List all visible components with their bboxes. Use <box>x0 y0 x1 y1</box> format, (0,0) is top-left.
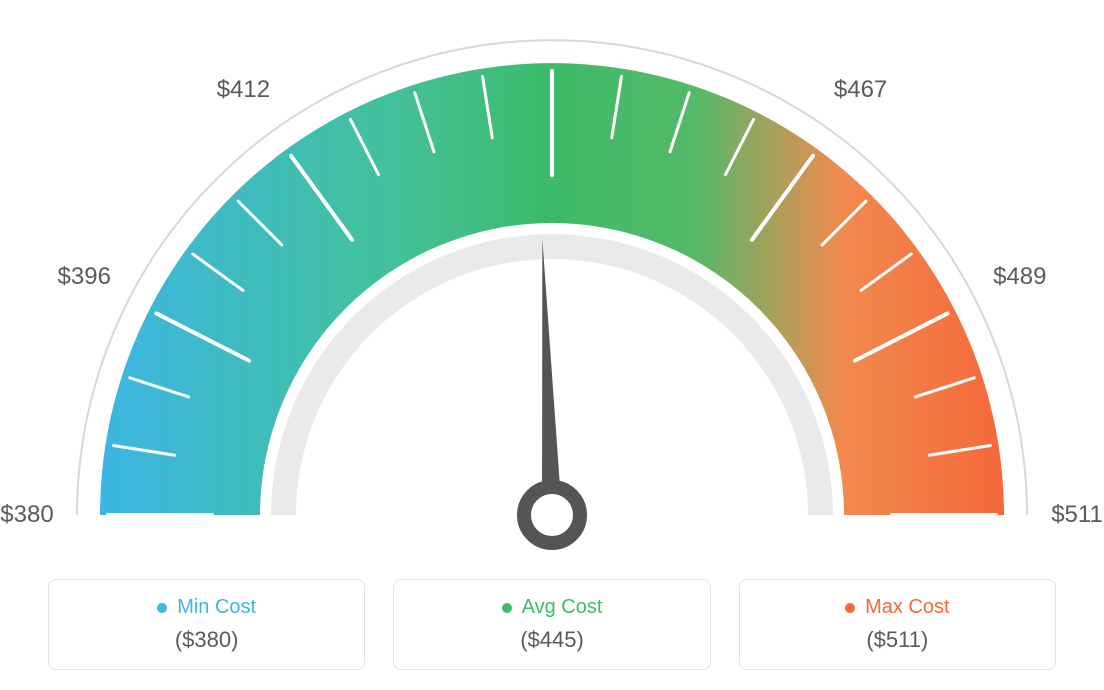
legend-dot-min <box>157 603 167 613</box>
legend-label-min: Min Cost <box>177 596 256 619</box>
gauge-svg <box>0 0 1104 560</box>
legend-dot-max <box>845 603 855 613</box>
legend-label-avg: Avg Cost <box>522 596 603 619</box>
legend-title-max: Max Cost <box>845 596 949 619</box>
gauge-area: $380 $396 $412 $445 $467 $489 $511 <box>0 0 1104 560</box>
legend-card-avg: Avg Cost ($445) <box>393 579 710 670</box>
gauge-tick-label: $489 <box>993 263 1046 291</box>
gauge-tick-label: $396 <box>58 263 111 291</box>
legend-row: Min Cost ($380) Avg Cost ($445) Max Cost… <box>0 579 1104 670</box>
legend-title-avg: Avg Cost <box>502 596 603 619</box>
legend-dot-avg <box>502 603 512 613</box>
gauge-tick-label: $467 <box>834 76 887 104</box>
legend-card-max: Max Cost ($511) <box>739 579 1056 670</box>
cost-gauge-chart: $380 $396 $412 $445 $467 $489 $511 Min Cost ($… <box>0 0 1104 690</box>
gauge-tick-label: $511 <box>1051 501 1103 529</box>
legend-value-min: ($380) <box>49 627 364 653</box>
legend-value-avg: ($445) <box>394 627 709 653</box>
legend-label-max: Max Cost <box>865 596 949 619</box>
gauge-tick-label: $412 <box>217 76 270 104</box>
legend-card-min: Min Cost ($380) <box>48 579 365 670</box>
gauge-tick-label: $380 <box>0 501 53 529</box>
legend-title-min: Min Cost <box>157 596 256 619</box>
gauge-tick-label: $445 <box>525 0 578 4</box>
legend-value-max: ($511) <box>740 627 1055 653</box>
